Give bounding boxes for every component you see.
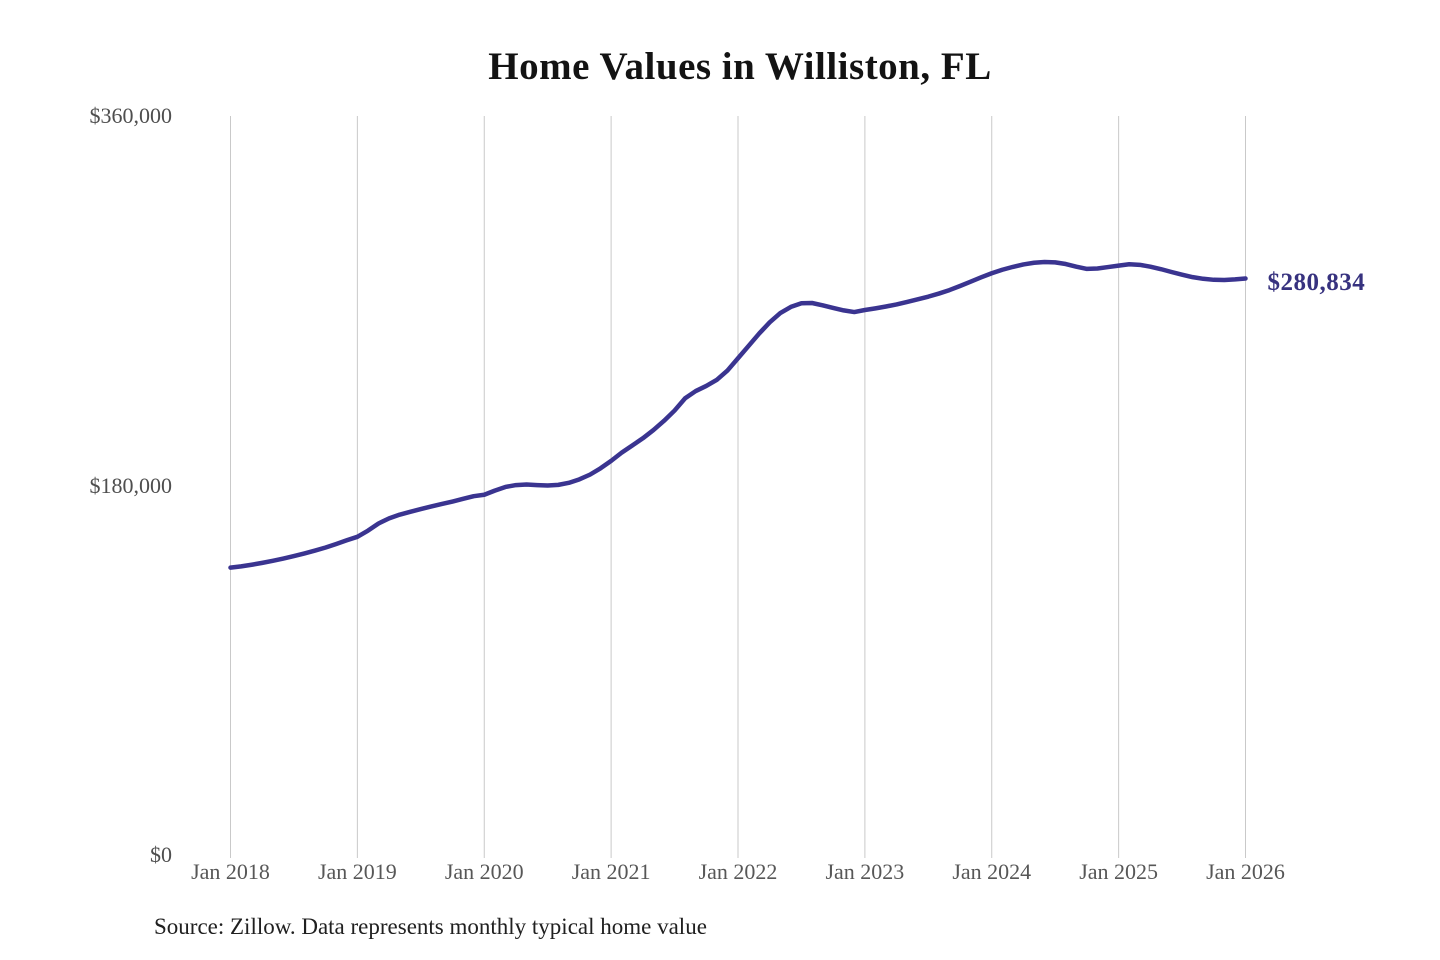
x-axis-tick-label: Jan 2021 bbox=[571, 859, 651, 884]
source-note: Source: Zillow. Data represents monthly … bbox=[154, 914, 707, 939]
x-axis-tick-label: Jan 2025 bbox=[1079, 859, 1159, 884]
x-axis-tick-label: Jan 2020 bbox=[444, 859, 524, 884]
x-axis-tick-label: Jan 2026 bbox=[1206, 859, 1285, 884]
home-value-line bbox=[228, 259, 1248, 570]
end-value-label: $280,834 bbox=[1267, 268, 1366, 296]
x-axis-tick-label: Jan 2023 bbox=[825, 859, 905, 884]
x-axis-tick-label: Jan 2022 bbox=[698, 859, 778, 884]
x-axis-tick-label: Jan 2018 bbox=[191, 859, 270, 884]
chart-title: Home Values in Williston, FL bbox=[488, 45, 992, 88]
x-axis-tick-label: Jan 2024 bbox=[952, 859, 1032, 884]
x-axis-tick-label: Jan 2019 bbox=[317, 859, 397, 884]
vertical-gridlines bbox=[230, 116, 1246, 858]
y-axis-tick-label: $180,000 bbox=[89, 472, 173, 498]
y-axis-tick-label: $0 bbox=[150, 842, 172, 867]
y-axis-tick-label: $360,000 bbox=[89, 103, 173, 128]
